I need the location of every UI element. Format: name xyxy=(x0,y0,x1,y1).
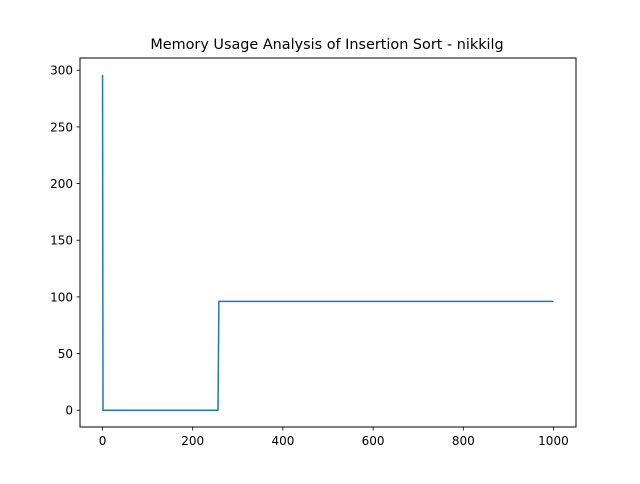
x-tick-label: 400 xyxy=(271,434,294,448)
y-tick-label: 300 xyxy=(50,64,73,78)
y-tick-label: 0 xyxy=(65,404,73,418)
x-tick-label: 800 xyxy=(452,434,475,448)
x-tick-label: 1000 xyxy=(538,434,569,448)
x-tick-label: 0 xyxy=(99,434,107,448)
y-axis-ticks: 0 50 100 150 200 250 300 xyxy=(50,64,80,418)
plot-frame xyxy=(79,57,577,428)
y-tick-label: 50 xyxy=(58,347,73,361)
y-tick-label: 250 xyxy=(50,120,73,134)
chart-title: Memory Usage Analysis of Insertion Sort … xyxy=(150,37,503,53)
x-tick-label: 600 xyxy=(362,434,385,448)
x-axis-ticks: 0 200 400 600 800 1000 xyxy=(99,427,569,448)
y-tick-label: 100 xyxy=(50,290,73,304)
x-tick-label: 200 xyxy=(181,434,204,448)
y-tick-label: 200 xyxy=(50,177,73,191)
series-line xyxy=(101,74,554,411)
plot-lines xyxy=(101,74,554,411)
y-tick-label: 150 xyxy=(50,234,73,248)
